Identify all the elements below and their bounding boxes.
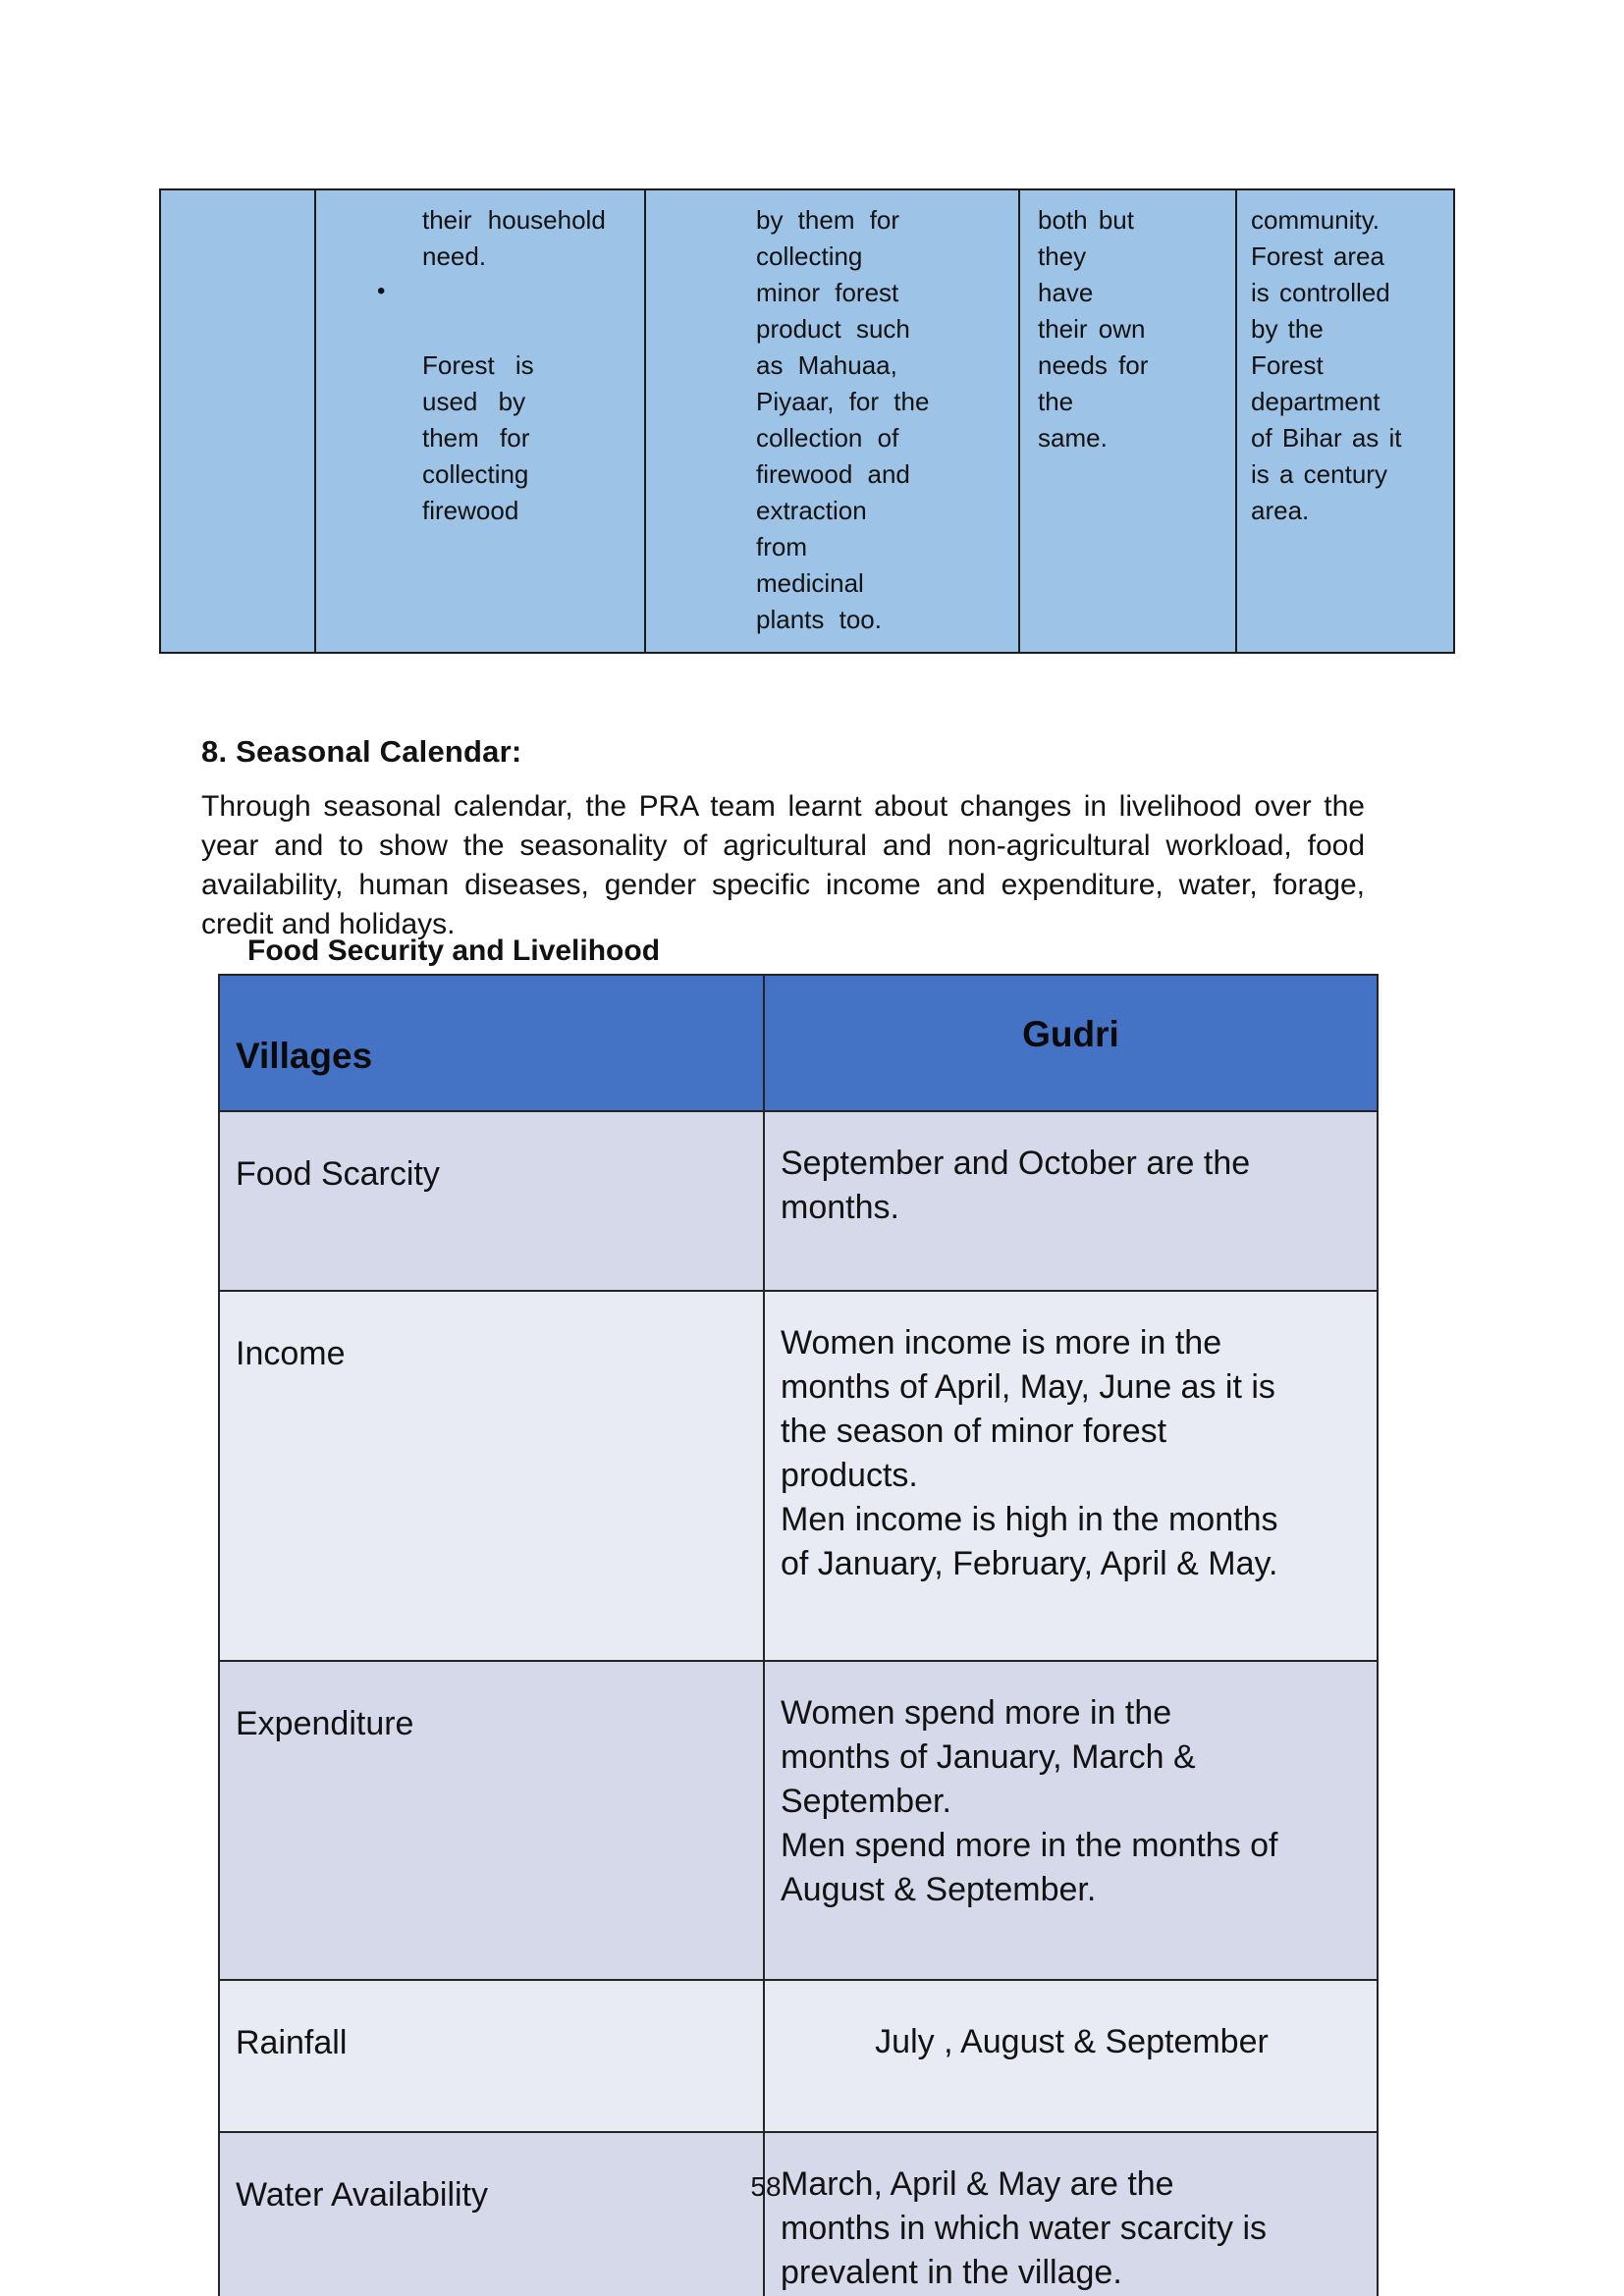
- table-row: their household need. • Forest is used b…: [159, 188, 1455, 654]
- cell-forest-department: community. Forest area is controlled by …: [1235, 188, 1455, 654]
- row-value: July , August & September: [763, 1979, 1379, 2133]
- section-heading: 8. Seasonal Calendar:: [201, 734, 522, 769]
- table-title: Food Security and Livelihood: [247, 934, 661, 967]
- cell-text: Forest is used by them for collecting fi…: [422, 350, 534, 525]
- row-value: March, April & May are the months in whi…: [763, 2131, 1379, 2296]
- cell-minor-forest-product: by them for collecting minor forest prod…: [644, 188, 1020, 654]
- table-row-rainfall: Rainfall July , August & September: [218, 1979, 1379, 2133]
- table-row-water-availability: Water Availability March, April & May ar…: [218, 2131, 1379, 2296]
- food-security-table: Villages Gudri Food Scarcity September a…: [218, 974, 1379, 2296]
- cell-text: community. Forest area is controlled by …: [1251, 205, 1402, 525]
- row-label: Rainfall: [218, 1979, 765, 2133]
- cell-text: both but they have their own needs for t…: [1038, 205, 1149, 453]
- bullet-list-item: • Forest is used by them for collecting …: [377, 275, 609, 565]
- cell-empty: [159, 188, 316, 654]
- row-value: Women spend more in the months of Januar…: [763, 1660, 1379, 1981]
- row-label: Water Availability: [218, 2131, 765, 2296]
- table-row-income: Income Women income is more in the month…: [218, 1290, 1379, 1662]
- bullet-icon: •: [377, 278, 386, 304]
- header-gudri: Gudri: [763, 974, 1379, 1112]
- row-value: September and October are the months.: [763, 1110, 1379, 1292]
- table-row-food-scarcity: Food Scarcity September and October are …: [218, 1110, 1379, 1292]
- row-label: Expenditure: [218, 1660, 765, 1981]
- table-header-row: Villages Gudri: [218, 974, 1379, 1112]
- header-villages: Villages: [218, 974, 765, 1112]
- row-label: Food Scarcity: [218, 1110, 765, 1292]
- cell-own-needs: both but they have their own needs for t…: [1018, 188, 1237, 654]
- cell-household-need: their household need. • Forest is used b…: [314, 188, 646, 654]
- row-label: Income: [218, 1290, 765, 1662]
- cell-text: by them for collecting minor forest prod…: [756, 205, 930, 634]
- row-value: Women income is more in the months of Ap…: [763, 1290, 1379, 1662]
- section-paragraph: Through seasonal calendar, the PRA team …: [201, 790, 1365, 940]
- table-row-expenditure: Expenditure Women spend more in the mont…: [218, 1660, 1379, 1981]
- forest-use-table: their household need. • Forest is used b…: [159, 188, 1455, 654]
- cell-text: their household need.: [422, 205, 606, 271]
- page-number: 58: [750, 2171, 782, 2202]
